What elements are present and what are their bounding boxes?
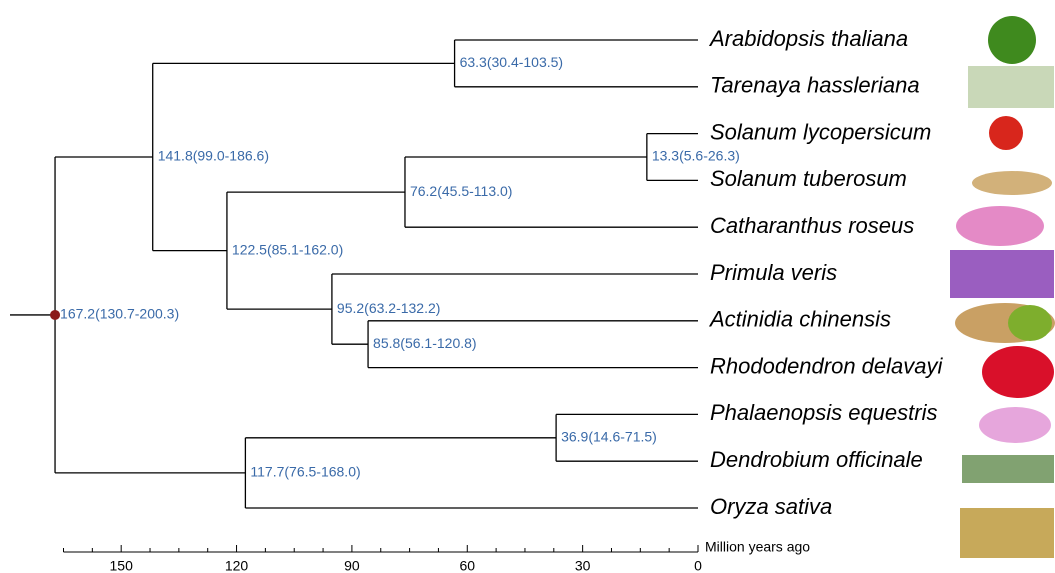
species-name: Tarenaya hassleriana bbox=[710, 73, 920, 98]
icon bbox=[960, 508, 1054, 558]
node-age: 141.8(99.0-186.6) bbox=[158, 148, 269, 164]
tick-label: 150 bbox=[110, 558, 134, 573]
icon bbox=[956, 206, 1044, 246]
node-age: 13.3(5.6-26.3) bbox=[652, 148, 740, 164]
icon bbox=[979, 407, 1051, 443]
species-name: Phalaenopsis equestris bbox=[710, 400, 937, 425]
tick-label: 90 bbox=[344, 558, 360, 573]
node-age: 122.5(85.1-162.0) bbox=[232, 241, 343, 257]
phylogenetic-tree: Arabidopsis thaliana Tarenaya hassleriana… bbox=[0, 0, 1055, 573]
node-age: 76.2(45.5-113.0) bbox=[410, 183, 512, 199]
node-age: 85.8(56.1-120.8) bbox=[373, 335, 477, 351]
species-icons bbox=[950, 16, 1055, 558]
tick-label: 30 bbox=[575, 558, 591, 573]
icon bbox=[988, 16, 1036, 64]
icon bbox=[972, 171, 1052, 195]
node-age: 167.2(130.7-200.3) bbox=[60, 306, 179, 322]
icon bbox=[950, 250, 1054, 298]
species-name: Arabidopsis thaliana bbox=[708, 26, 908, 51]
root-node bbox=[50, 310, 60, 320]
tick-label: 120 bbox=[225, 558, 249, 573]
tick-label: 60 bbox=[459, 558, 475, 573]
icon bbox=[1008, 305, 1052, 341]
species-name: Actinidia chinensis bbox=[708, 307, 891, 332]
icon bbox=[962, 455, 1054, 483]
node-age: 36.9(14.6-71.5) bbox=[561, 429, 657, 445]
node-age: 117.7(76.5-168.0) bbox=[250, 464, 360, 480]
icon bbox=[968, 66, 1054, 108]
axis-title: Million years ago bbox=[705, 539, 810, 555]
species-name: Rhododendron delavayi bbox=[710, 353, 944, 378]
species-name: Solanum tuberosum bbox=[710, 166, 907, 191]
node-age: 95.2(63.2-132.2) bbox=[337, 300, 441, 316]
tick-label: 0 bbox=[694, 558, 702, 573]
node-age: 63.3(30.4-103.5) bbox=[460, 54, 564, 70]
species-name: Solanum lycopersicum bbox=[710, 119, 931, 144]
species-name: Dendrobium officinale bbox=[710, 447, 923, 472]
icon bbox=[989, 116, 1023, 150]
species-name: Oryza sativa bbox=[710, 494, 832, 519]
icon bbox=[982, 346, 1054, 398]
species-name: Primula veris bbox=[710, 260, 837, 285]
species-name: Catharanthus roseus bbox=[710, 213, 914, 238]
